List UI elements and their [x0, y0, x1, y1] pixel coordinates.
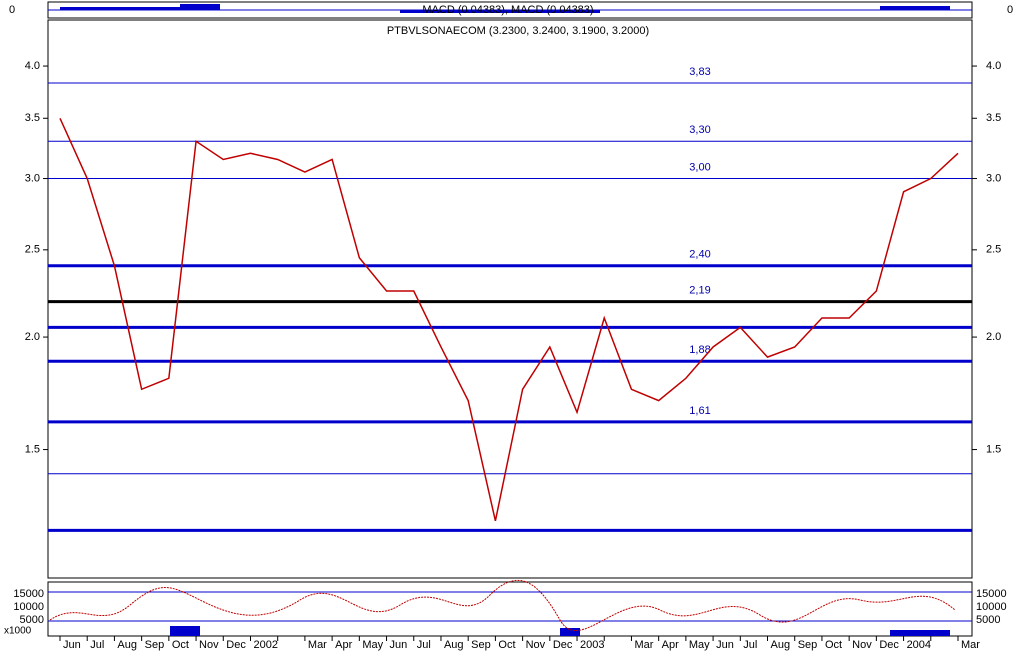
x-tick-label: Dec	[226, 639, 246, 651]
y-tick-label: 2.0	[986, 331, 1001, 343]
y-tick-label: 3.5	[986, 112, 1001, 124]
y-tick-label: 4.0	[25, 60, 40, 72]
x-tick-label: Sep	[145, 639, 165, 651]
chart-title: PTBVLSONAECOM (3.2300, 3.2400, 3.1900, 3…	[387, 25, 649, 37]
x-tick-label: Mar	[308, 639, 327, 651]
volume-tick: 5000	[976, 614, 1000, 626]
x-tick-label: Sep	[798, 639, 818, 651]
level-label: 1,88	[689, 344, 710, 356]
volume-tick: 10000	[976, 601, 1007, 613]
x-tick-label: Oct	[172, 639, 189, 651]
x-tick-label: Aug	[117, 639, 137, 651]
x-tick-label: Jul	[743, 639, 757, 651]
x-tick-label: Sep	[471, 639, 491, 651]
volume-tick: 15000	[13, 588, 44, 600]
price-panel	[47, 19, 973, 579]
y-tick-label: 3.5	[25, 112, 40, 124]
macd-label: MACD (0.04383), MACD (0.04383)	[422, 4, 593, 16]
x-tick-label: Jul	[417, 639, 431, 651]
macd-zero-label: 0	[9, 4, 15, 16]
y-tick-label: 2.5	[25, 244, 40, 256]
y-tick-label: 2.5	[986, 244, 1001, 256]
x-tick-label: Jun	[63, 639, 81, 651]
x-tick-label: Jul	[90, 639, 104, 651]
y-tick-label: 1.5	[25, 443, 40, 455]
macd-bars	[60, 4, 950, 13]
volume-tick: 5000	[20, 614, 44, 626]
x-tick-label: 2003	[580, 639, 604, 651]
volume-unit: x1000	[4, 626, 32, 637]
x-tick-label: May	[362, 639, 383, 651]
macd-zero-label: 0	[1007, 4, 1013, 16]
x-tick-label: Jun	[716, 639, 734, 651]
volume-tick: 10000	[13, 601, 44, 613]
x-tick-label: Mar	[634, 639, 653, 651]
level-label: 3,83	[689, 66, 710, 78]
y-tick-label: 4.0	[986, 60, 1001, 72]
x-tick-label: Dec	[553, 639, 573, 651]
x-tick-label: Dec	[879, 639, 899, 651]
x-tick-label: Nov	[199, 639, 219, 651]
y-tick-label: 1.5	[986, 443, 1001, 455]
volume-oscillator	[49, 579, 956, 632]
x-tick-label: 2002	[253, 639, 277, 651]
x-tick-label: Aug	[771, 639, 791, 651]
y-tick-label: 3.0	[25, 172, 40, 184]
x-tick-label: Oct	[825, 639, 842, 651]
x-tick-label: May	[689, 639, 710, 651]
x-tick-label: Mar	[961, 639, 980, 651]
y-tick-label: 2.0	[25, 331, 40, 343]
x-tick-label: Apr	[335, 639, 352, 651]
x-tick-label: Apr	[662, 639, 679, 651]
y-tick-label: 3.0	[986, 172, 1001, 184]
volume-tick: 15000	[976, 588, 1007, 600]
volume-bars	[170, 626, 950, 636]
x-tick-label: Nov	[526, 639, 546, 651]
x-tick-label: Aug	[444, 639, 464, 651]
price-line	[59, 117, 959, 522]
x-tick-label: 2004	[907, 639, 931, 651]
x-tick-label: Oct	[498, 639, 515, 651]
level-label: 1,61	[689, 405, 710, 417]
level-label: 2,40	[689, 249, 710, 261]
level-label: 3,30	[689, 124, 710, 136]
level-label: 2,19	[689, 284, 710, 296]
level-label: 3,00	[689, 161, 710, 173]
x-tick-label: Nov	[852, 639, 872, 651]
x-tick-label: Jun	[390, 639, 408, 651]
